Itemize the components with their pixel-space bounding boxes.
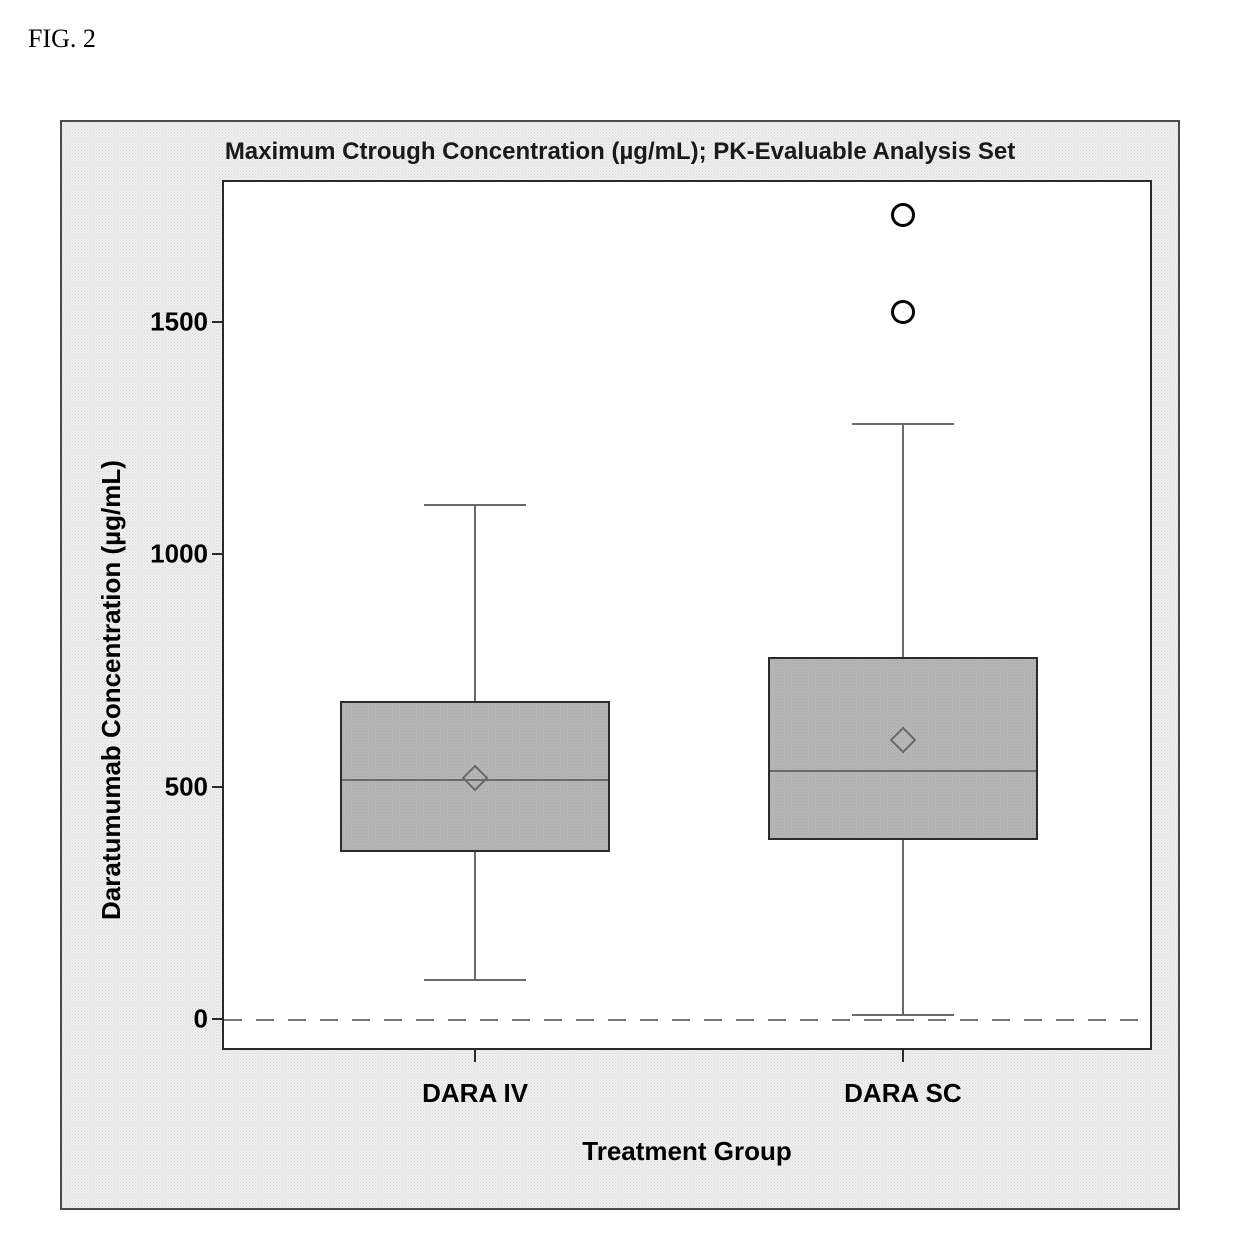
y-tick-label: 0 xyxy=(194,1004,208,1035)
y-axis-label: Daratumumab Concentration (µg/mL) xyxy=(96,460,127,920)
median-line xyxy=(770,770,1036,772)
y-tick-label: 1500 xyxy=(150,306,208,337)
x-tick-label: DARA IV xyxy=(422,1078,528,1109)
y-tick-mark xyxy=(212,553,224,555)
x-tick-label: DARA SC xyxy=(844,1078,961,1109)
whisker-cap xyxy=(852,1014,954,1016)
x-axis-label: Treatment Group xyxy=(222,1136,1152,1167)
mean-marker xyxy=(462,765,488,791)
whisker-cap xyxy=(424,979,526,981)
y-tick-mark xyxy=(212,1018,224,1020)
y-tick-label: 1000 xyxy=(150,539,208,570)
whisker-cap xyxy=(852,423,954,425)
chart-title: Maximum Ctrough Concentration (µg/mL); P… xyxy=(62,138,1178,166)
x-tick-mark xyxy=(474,1048,476,1062)
outlier-marker xyxy=(891,203,915,227)
page: FIG. 2 Maximum Ctrough Concentration (µg… xyxy=(0,0,1240,1255)
mean-marker xyxy=(890,727,916,753)
y-tick-mark xyxy=(212,786,224,788)
y-tick-mark xyxy=(212,321,224,323)
x-tick-mark xyxy=(902,1048,904,1062)
figure-label: FIG. 2 xyxy=(28,24,1212,54)
y-tick-label: 500 xyxy=(165,771,208,802)
figure-frame: Maximum Ctrough Concentration (µg/mL); P… xyxy=(60,120,1180,1210)
reference-line xyxy=(224,1019,1150,1021)
whisker-cap xyxy=(424,504,526,506)
outlier-marker xyxy=(891,300,915,324)
plot-area: 050010001500DARA IVDARA SC xyxy=(222,180,1152,1050)
